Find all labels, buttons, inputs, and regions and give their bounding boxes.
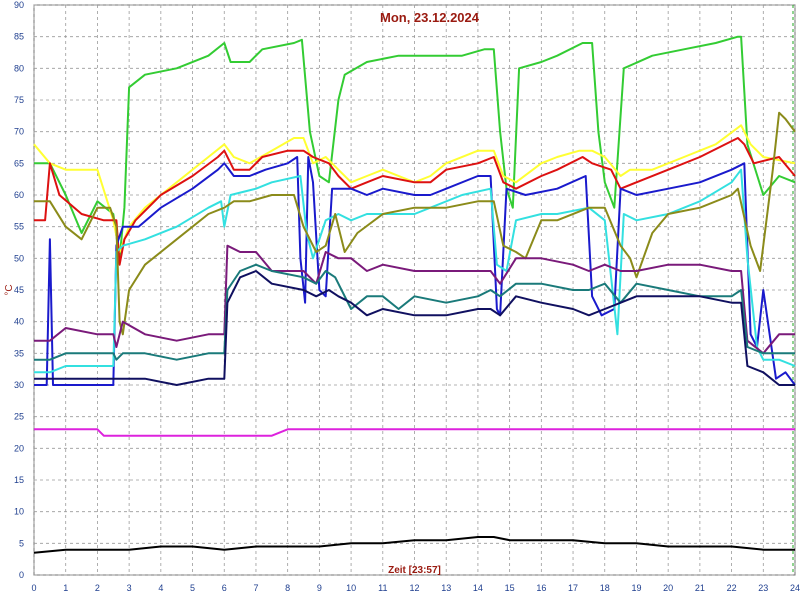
x-tick-label: 3 <box>127 583 132 593</box>
series-line-4 <box>34 156 796 386</box>
y-tick-label: 20 <box>14 443 24 453</box>
series-line-7 <box>34 244 795 355</box>
y-axis-label: °C <box>4 284 15 295</box>
y-tick-label: 80 <box>14 63 24 73</box>
x-tick-label: 13 <box>441 583 451 593</box>
y-tick-label: 85 <box>14 32 24 42</box>
series-line-8 <box>34 263 795 361</box>
y-tick-label: 60 <box>14 190 24 200</box>
x-tick-label: 7 <box>253 583 258 593</box>
series-line-9 <box>34 270 795 386</box>
x-tick-label: 22 <box>727 583 737 593</box>
y-tick-label: 25 <box>14 412 24 422</box>
axis-ticks: 0 1 2 3 4 5 6 7 8 9 10 11 12 13 14 15 16 17 18 19 20 21 22 23 24… <box>14 0 800 593</box>
x-axis-label: Zeit [23:57] <box>388 565 441 576</box>
x-tick-label: 5 <box>190 583 195 593</box>
x-tick-label: 20 <box>663 583 673 593</box>
x-tick-label: 17 <box>568 583 578 593</box>
y-tick-label: 0 <box>19 570 24 580</box>
x-tick-label: 2 <box>95 583 100 593</box>
x-tick-label: 18 <box>600 583 610 593</box>
series-line-3 <box>34 137 796 266</box>
x-tick-label: 15 <box>505 583 515 593</box>
x-tick-label: 12 <box>409 583 419 593</box>
series-line-1 <box>34 35 796 260</box>
y-tick-label: 65 <box>14 158 24 168</box>
x-tick-label: 1 <box>63 583 68 593</box>
x-tick-label: 21 <box>695 583 705 593</box>
x-tick-label: 0 <box>31 583 36 593</box>
x-tick-label: 10 <box>346 583 356 593</box>
y-tick-label: 55 <box>14 222 24 232</box>
y-tick-label: 5 <box>19 538 24 548</box>
x-tick-label: 4 <box>158 583 163 593</box>
grid <box>33 4 796 576</box>
y-tick-label: 50 <box>14 253 24 263</box>
x-tick-label: 16 <box>536 583 546 593</box>
series-line-2 <box>33 124 796 253</box>
series-lines <box>33 35 796 554</box>
x-tick-label: 14 <box>473 583 483 593</box>
x-tick-label: 9 <box>317 583 322 593</box>
y-tick-label: 35 <box>14 348 24 358</box>
y-tick-label: 40 <box>14 317 24 327</box>
y-tick-label: 10 <box>14 507 24 517</box>
y-tick-label: 45 <box>14 285 24 295</box>
x-tick-label: 19 <box>631 583 641 593</box>
y-tick-label: 90 <box>14 0 24 10</box>
chart-title: Mon, 23.12.2024 <box>380 10 480 25</box>
y-tick-label: 75 <box>14 95 24 105</box>
series-line-11 <box>33 536 795 554</box>
x-tick-label: 6 <box>222 583 227 593</box>
y-tick-label: 30 <box>14 380 24 390</box>
series-line-10 <box>34 428 795 437</box>
series-line-6 <box>34 111 796 336</box>
series-line-5 <box>34 168 796 374</box>
x-tick-label: 11 <box>378 583 387 593</box>
x-tick-label: 8 <box>285 583 290 593</box>
y-tick-label: 15 <box>14 475 24 485</box>
y-tick-label: 70 <box>14 127 24 137</box>
x-tick-label: 23 <box>758 583 768 593</box>
x-tick-label: 24 <box>790 583 800 593</box>
